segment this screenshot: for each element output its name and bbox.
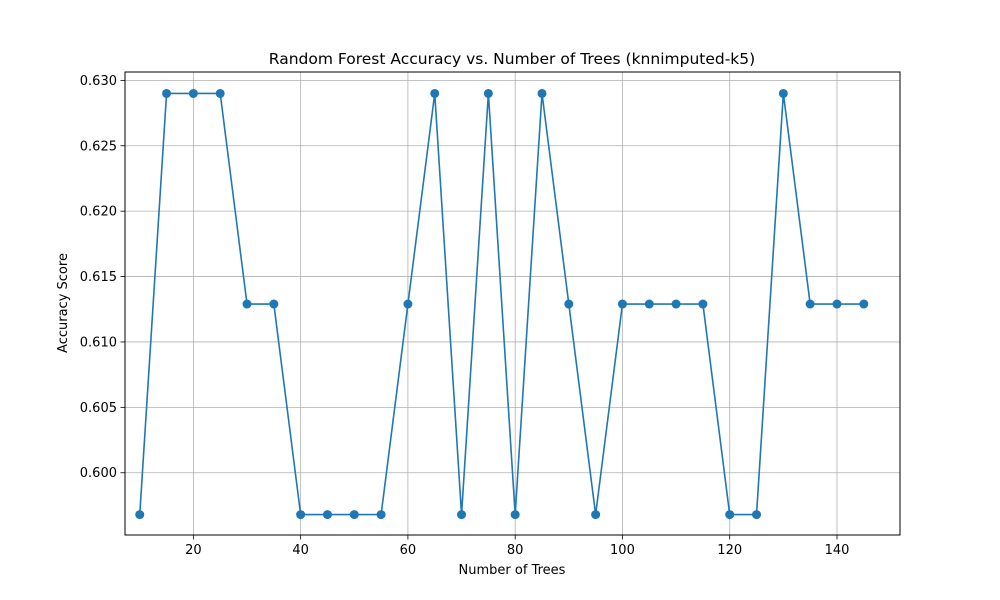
series-line	[138, 92, 864, 516]
data-point	[698, 299, 708, 309]
data-point	[349, 510, 359, 520]
data-point	[510, 510, 520, 520]
y-tick-label: 0.620	[80, 205, 117, 220]
data-point	[242, 299, 252, 309]
data-point	[832, 299, 842, 309]
series-accuracy	[135, 88, 869, 520]
data-point	[457, 510, 467, 520]
data-point	[483, 88, 493, 98]
data-point	[376, 510, 386, 520]
data-point	[778, 88, 788, 98]
x-tick-label: 60	[400, 543, 417, 558]
x-axis-label: Number of Trees	[459, 563, 566, 578]
y-tick-label: 0.600	[80, 466, 117, 481]
data-point	[430, 88, 440, 98]
data-point	[617, 299, 627, 309]
data-point	[322, 510, 332, 520]
data-point	[403, 299, 413, 309]
y-axis-label: Accuracy Score	[56, 253, 71, 353]
y-tick-label: 0.605	[80, 401, 117, 416]
grid	[125, 72, 900, 535]
axis-ticks: 20 40 60 80 100 120 140 0.600 0.605 0.610 0.615 0.6…	[80, 74, 850, 558]
data-point	[859, 299, 869, 309]
x-tick-label: 100	[610, 543, 635, 558]
x-tick-label: 20	[185, 543, 202, 558]
data-point	[162, 88, 172, 98]
data-point	[752, 510, 762, 520]
data-point	[215, 88, 225, 98]
data-point	[671, 299, 681, 309]
data-point	[269, 299, 279, 309]
plot-frame	[124, 71, 901, 536]
y-tick-label: 0.610	[80, 335, 117, 350]
x-tick-label: 120	[717, 543, 742, 558]
data-point	[725, 510, 735, 520]
data-point	[564, 299, 574, 309]
data-point	[135, 510, 145, 520]
x-tick-label: 140	[825, 543, 850, 558]
x-tick-label: 80	[507, 543, 524, 558]
data-point	[805, 299, 815, 309]
data-point	[591, 510, 601, 520]
y-tick-label: 0.615	[80, 270, 117, 285]
x-tick-label: 40	[292, 543, 309, 558]
y-tick-label: 0.630	[80, 74, 117, 89]
y-tick-label: 0.625	[80, 139, 117, 154]
data-point	[537, 88, 547, 98]
data-point	[644, 299, 654, 309]
data-point	[188, 88, 198, 98]
chart-title: Random Forest Accuracy vs. Number of Tre…	[269, 50, 755, 68]
data-point	[296, 510, 306, 520]
